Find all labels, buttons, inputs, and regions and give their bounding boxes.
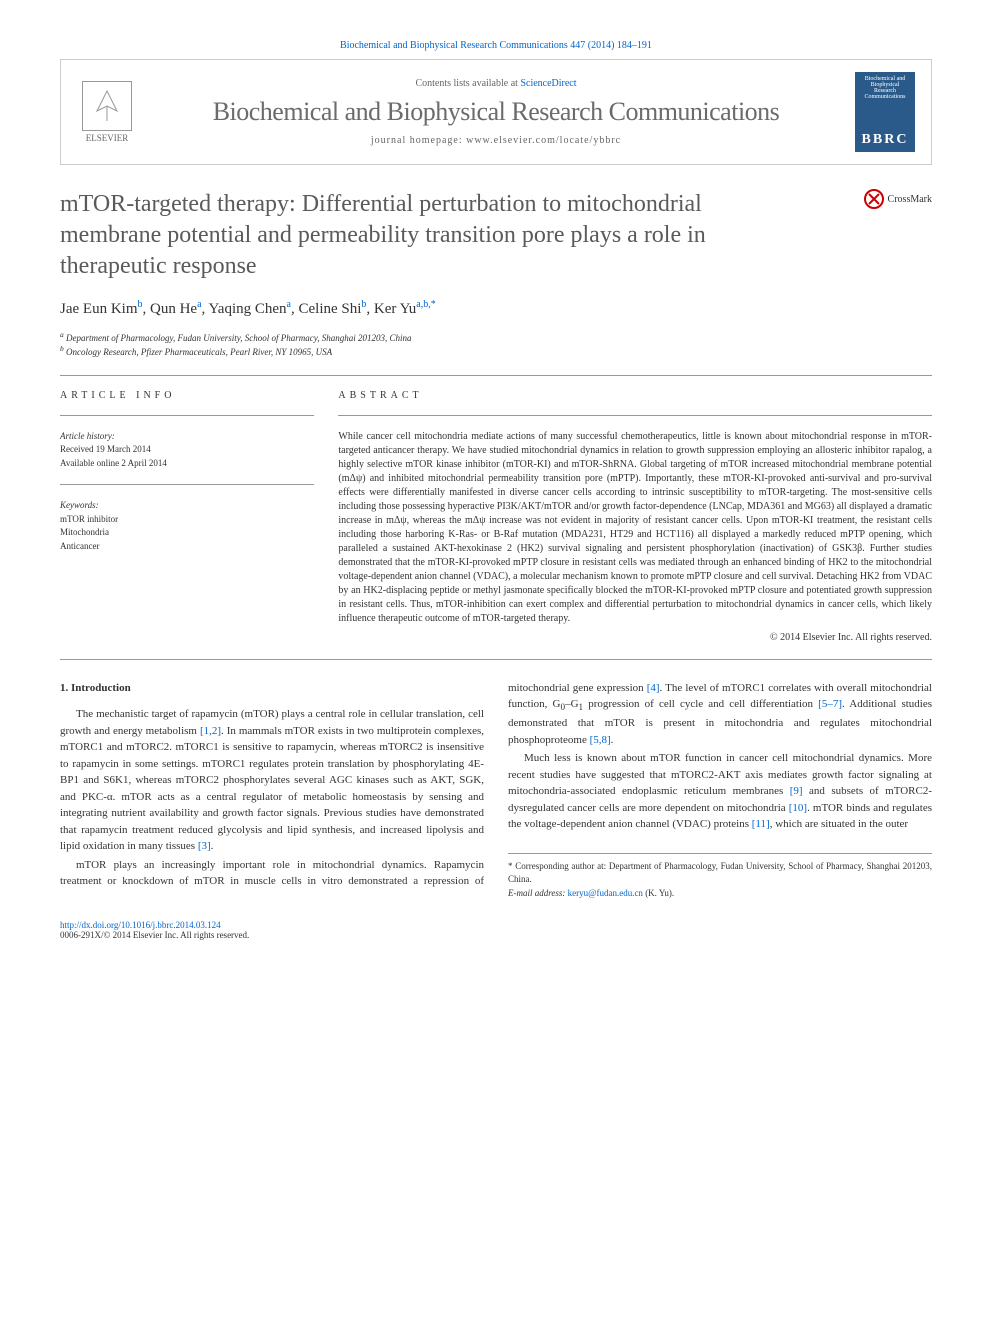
elsevier-logo: ELSEVIER	[77, 77, 137, 147]
ref-link[interactable]: [4]	[647, 682, 660, 694]
abstract-header: ABSTRACT	[338, 390, 932, 401]
affiliation-a: a Department of Pharmacology, Fudan Univ…	[60, 330, 932, 345]
contents-prefix: Contents lists available at	[415, 78, 520, 89]
online-date: Available online 2 April 2014	[60, 457, 314, 471]
doi-link[interactable]: http://dx.doi.org/10.1016/j.bbrc.2014.03…	[60, 920, 932, 930]
body-columns: 1. Introduction The mechanistic target o…	[60, 680, 932, 900]
divider	[60, 415, 314, 416]
cover-title: Biochemical and Biophysical Research Com…	[859, 76, 911, 100]
author: Celine Shib	[299, 301, 367, 317]
ref-link[interactable]: [9]	[790, 785, 803, 797]
divider	[60, 659, 932, 660]
abstract-text: While cancer cell mitochondria mediate a…	[338, 430, 932, 626]
sciencedirect-link[interactable]: ScienceDirect	[520, 78, 576, 89]
affiliation-b: b Oncology Research, Pfizer Pharmaceutic…	[60, 344, 932, 359]
divider	[60, 375, 932, 376]
journal-name: Biochemical and Biophysical Research Com…	[153, 97, 839, 127]
author: Ker Yua,b,*	[374, 301, 436, 317]
authors-list: Jae Eun Kimb, Qun Hea, Yaqing Chena, Cel…	[60, 299, 932, 318]
author: Qun Hea	[150, 301, 202, 317]
corresponding-note: * Corresponding author at: Department of…	[508, 860, 932, 887]
ref-link[interactable]: [5,8]	[590, 734, 611, 746]
elsevier-tree-icon	[82, 81, 132, 131]
info-abstract-row: ARTICLE INFO Article history: Received 1…	[60, 390, 932, 643]
abstract-copyright: © 2014 Elsevier Inc. All rights reserved…	[338, 632, 932, 643]
email-link[interactable]: keryu@fudan.edu.cn	[568, 888, 643, 898]
homepage-url[interactable]: www.elsevier.com/locate/ybbrc	[466, 135, 621, 146]
keyword: Mitochondria	[60, 526, 314, 540]
keywords-block: Keywords: mTOR inhibitor Mitochondria An…	[60, 499, 314, 553]
crossmark-badge[interactable]: CrossMark	[864, 189, 932, 209]
ref-link[interactable]: [5–7]	[818, 698, 842, 710]
header-center: Contents lists available at ScienceDirec…	[153, 78, 839, 146]
divider	[60, 484, 314, 485]
crossmark-label: CrossMark	[888, 194, 932, 205]
article-title: mTOR-targeted therapy: Differential pert…	[60, 189, 801, 283]
header-citation: Biochemical and Biophysical Research Com…	[60, 40, 932, 51]
history-label: Article history:	[60, 430, 314, 444]
received-date: Received 19 March 2014	[60, 443, 314, 457]
homepage-prefix: journal homepage:	[371, 135, 466, 146]
affiliations: a Department of Pharmacology, Fudan Univ…	[60, 330, 932, 359]
ref-link[interactable]: [3]	[198, 840, 211, 852]
contents-available: Contents lists available at ScienceDirec…	[153, 78, 839, 89]
elsevier-label: ELSEVIER	[86, 133, 129, 143]
article-info-header: ARTICLE INFO	[60, 390, 314, 401]
ref-link[interactable]: [10]	[789, 802, 807, 814]
page-footer: http://dx.doi.org/10.1016/j.bbrc.2014.03…	[60, 920, 932, 940]
cover-abbr: BBRC	[859, 132, 911, 148]
journal-homepage: journal homepage: www.elsevier.com/locat…	[153, 135, 839, 146]
email-suffix: (K. Yu).	[643, 888, 674, 898]
issn-copyright: 0006-291X/© 2014 Elsevier Inc. All right…	[60, 930, 932, 940]
email-label: E-mail address:	[508, 888, 568, 898]
article-history: Article history: Received 19 March 2014 …	[60, 430, 314, 471]
journal-header-box: ELSEVIER Contents lists available at Sci…	[60, 59, 932, 165]
abstract-column: ABSTRACT While cancer cell mitochondria …	[338, 390, 932, 643]
author: Jae Eun Kimb	[60, 301, 142, 317]
keywords-label: Keywords:	[60, 499, 314, 513]
email-line: E-mail address: keryu@fudan.edu.cn (K. Y…	[508, 887, 932, 901]
divider	[338, 415, 932, 416]
keyword: mTOR inhibitor	[60, 513, 314, 527]
article-info-column: ARTICLE INFO Article history: Received 1…	[60, 390, 314, 643]
author: Yaqing Chena	[208, 301, 291, 317]
body-paragraph: Much less is known about mTOR function i…	[508, 750, 932, 833]
ref-link[interactable]: [1,2]	[200, 725, 221, 737]
title-block: mTOR-targeted therapy: Differential pert…	[60, 189, 932, 283]
keyword: Anticancer	[60, 540, 314, 554]
crossmark-icon	[864, 189, 884, 209]
corresponding-author-footer: * Corresponding author at: Department of…	[508, 853, 932, 901]
ref-link[interactable]: [11]	[752, 818, 770, 830]
journal-cover-thumbnail: Biochemical and Biophysical Research Com…	[855, 72, 915, 152]
body-paragraph: The mechanistic target of rapamycin (mTO…	[60, 706, 484, 855]
intro-heading: 1. Introduction	[60, 680, 484, 697]
